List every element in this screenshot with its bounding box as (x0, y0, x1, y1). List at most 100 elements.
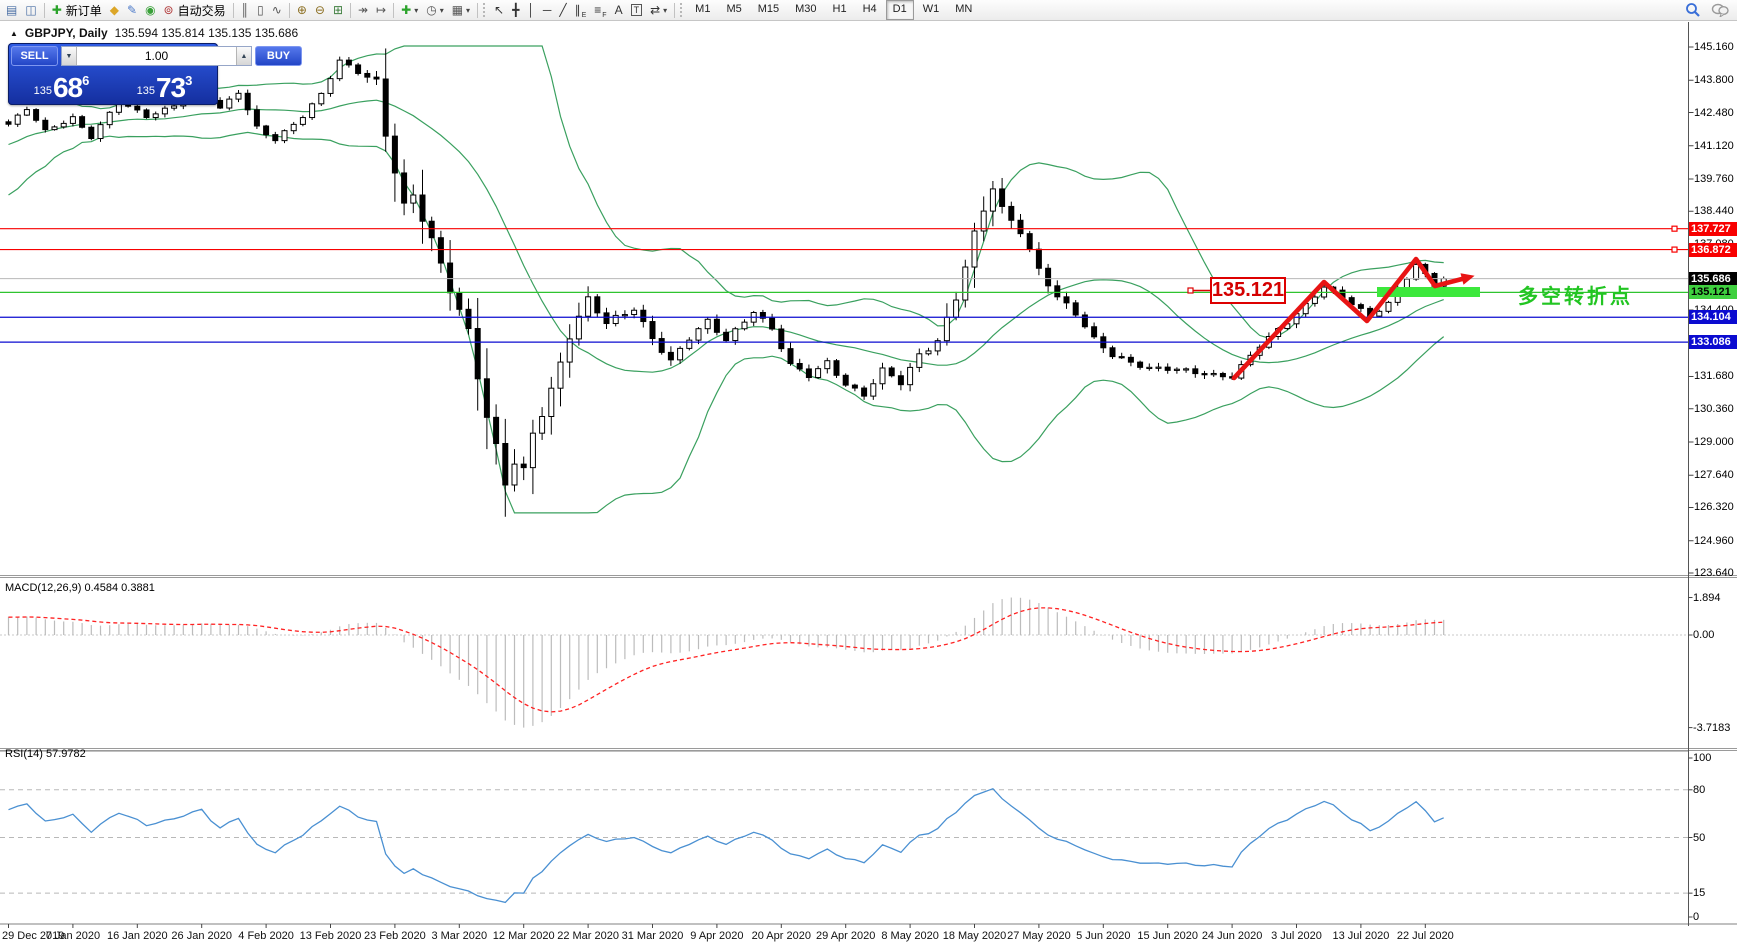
chevron-down-icon[interactable]: ▾ (466, 5, 471, 15)
candlestick-chart-icon[interactable]: ▯ (253, 0, 268, 20)
candle (428, 220, 435, 239)
fibonacci-icon-letter: F (602, 12, 607, 19)
timeframe-button-mn[interactable]: MN (955, 3, 973, 15)
volume-decrease-button[interactable]: ▼ (62, 47, 77, 65)
arrows-icon[interactable]: ⇄ ▾ (646, 0, 671, 20)
metaeditor-icon[interactable]: ✎ (123, 0, 141, 20)
candle (1017, 219, 1024, 235)
volume-input[interactable] (77, 47, 236, 65)
bar-chart-icon[interactable]: ║ (237, 0, 254, 20)
candle (1376, 310, 1383, 317)
toolbar-group: ⊕ ⊖ ⊞ (293, 0, 347, 20)
chart-shift-icon[interactable]: ↦ (372, 0, 390, 20)
search-icon[interactable] (1685, 2, 1701, 18)
date-label: 13 Jul 2020 (1332, 930, 1390, 942)
buy-price-pip: 3 (185, 73, 193, 88)
autotrading-icon[interactable]: ⊚ 自动交易 (160, 0, 230, 20)
sell-price-display[interactable]: 135 68 6 (11, 67, 112, 102)
candle (272, 134, 279, 142)
date-label: 3 Mar 2020 (431, 930, 488, 942)
indicators-icon: ✚ (401, 3, 412, 17)
candle (309, 103, 316, 119)
timeframe-button-d1[interactable]: D1 (885, 0, 914, 20)
date-label: 29 Dec 2019 (2, 930, 65, 942)
chevron-down-icon[interactable]: ▾ (663, 5, 668, 15)
price-level-flag[interactable]: 135.121 (1210, 277, 1286, 304)
candle (520, 463, 527, 469)
data-window-icon[interactable]: ◫ (21, 0, 40, 20)
line-handle[interactable] (1671, 246, 1678, 253)
periods-icon[interactable]: ◷ ▾ (422, 0, 448, 20)
templates-icon[interactable]: ▦ ▾ (448, 0, 474, 20)
horizontal-line-icon[interactable]: ─ (539, 0, 556, 20)
price-tag: 137.727 (1689, 221, 1737, 236)
support-zone-highlight[interactable] (1377, 287, 1480, 297)
candle (493, 416, 500, 445)
chevron-down-icon[interactable]: ▾ (439, 5, 444, 15)
text-label-icon[interactable]: T (627, 0, 647, 20)
timeframe-button-w1[interactable]: W1 (922, 3, 940, 15)
vertical-line-icon[interactable]: │ (523, 0, 539, 20)
timeframe-button-h1[interactable]: H1 (832, 3, 847, 15)
toolbox-icon[interactable]: ◆ (106, 0, 123, 20)
buy-button[interactable]: BUY (255, 46, 302, 66)
date-label: 5 Jun 2020 (1076, 930, 1131, 942)
zoom-in-icon[interactable]: ⊕ (293, 0, 311, 20)
candle (916, 353, 923, 368)
text-icon[interactable]: A (611, 0, 627, 20)
date-label: 29 Apr 2020 (816, 930, 876, 942)
candle (106, 111, 113, 126)
buy-price-display[interactable]: 135 73 3 (114, 67, 215, 102)
candle (1155, 366, 1162, 369)
line-chart-icon: ∿ (271, 3, 282, 17)
sell-price-prefix: 135 (33, 85, 52, 97)
fibonacci-icon[interactable]: ≡ F (590, 0, 610, 20)
chat-icon[interactable] (1711, 3, 1729, 17)
candle (1081, 314, 1088, 328)
rsi-scale-label: 100 (1693, 752, 1712, 764)
window-list-icon[interactable]: ▤ (2, 0, 21, 20)
timeframe-button-h4[interactable]: H4 (862, 3, 877, 15)
trend-zigzag-arrow[interactable] (1231, 256, 1465, 381)
candle (640, 309, 647, 323)
candle (60, 122, 67, 128)
trendline-icon[interactable]: ╱ (555, 0, 570, 20)
crosshair-icon[interactable]: ╋ (508, 0, 523, 20)
candle (14, 114, 21, 125)
timeframe-button-m30[interactable]: M30 (795, 3, 817, 15)
line-handle[interactable] (1671, 225, 1678, 232)
timeframe-button-m5[interactable]: M5 (726, 3, 742, 15)
price-tick-label: 131.680 (1694, 370, 1734, 383)
candle (1072, 302, 1079, 316)
candle (382, 78, 389, 137)
price-tag: 135.686 (1689, 271, 1737, 286)
templates-icon: ▦ (451, 3, 464, 17)
one-click-collapse-icon[interactable]: ▲ (10, 28, 18, 38)
cursor-icon[interactable]: ↖ (490, 0, 508, 20)
candle (575, 315, 582, 340)
date-label: 27 May 2020 (1007, 930, 1071, 942)
timeframe-button-m1[interactable]: M1 (695, 3, 711, 15)
timeframe-button-m15[interactable]: M15 (757, 3, 780, 15)
candle (778, 328, 785, 350)
chevron-down-icon[interactable]: ▾ (414, 5, 419, 15)
candle (355, 64, 362, 74)
signals-icon[interactable]: ◉ (141, 0, 159, 20)
new-order-icon[interactable]: ✚ 新订单 (48, 0, 106, 20)
candle (336, 59, 343, 80)
macd-scale-min: -3.7183 (1693, 721, 1731, 734)
macd-indicator-label: MACD(12,26,9) 0.4584 0.3881 (5, 582, 155, 594)
candle (870, 383, 877, 397)
tile-windows-icon[interactable]: ⊞ (329, 0, 347, 20)
indicators-icon[interactable]: ✚ ▾ (397, 0, 422, 20)
auto-scroll-icon[interactable]: ↠ (354, 0, 372, 20)
volume-increase-button[interactable]: ▲ (236, 47, 251, 65)
tile-windows-icon: ⊞ (332, 3, 343, 17)
zoom-out-icon[interactable]: ⊖ (311, 0, 329, 20)
equidistant-channel-icon[interactable]: ∥ E (571, 0, 591, 20)
date-label: 12 Mar 2020 (492, 930, 555, 942)
line-chart-icon[interactable]: ∿ (268, 0, 286, 20)
sell-button[interactable]: SELL (11, 46, 58, 66)
candle (401, 172, 408, 204)
